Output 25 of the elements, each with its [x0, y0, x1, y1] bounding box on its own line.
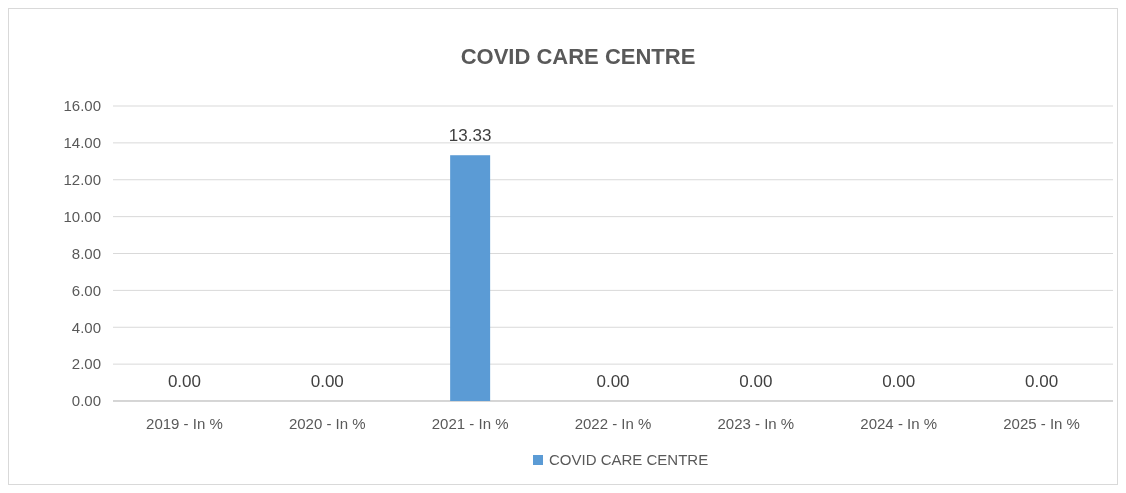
data-label: 0.00	[739, 372, 773, 391]
data-label: 0.00	[167, 372, 201, 391]
y-tick-label: 12.00	[63, 171, 101, 188]
y-tick-label: 14.00	[63, 134, 101, 152]
y-tick-label: 4.00	[71, 318, 101, 336]
x-tick-label: 2024 - In %	[860, 415, 938, 432]
y-tick-label: 2.00	[71, 355, 101, 373]
x-tick-label: 2019 - In %	[146, 415, 223, 432]
y-tick-label: 0.00	[71, 392, 101, 410]
chart-title: COVID CARE CENTRE	[460, 44, 696, 69]
x-tick-label: 2020 - In %	[288, 415, 366, 432]
y-tick-label: 16.00	[63, 97, 101, 115]
y-tick-label: 10.00	[63, 207, 101, 225]
x-tick-label: 2023 - In %	[717, 415, 795, 432]
x-tick-label: 2025 - In %	[1003, 415, 1080, 432]
data-label: 0.00	[596, 372, 630, 391]
data-label: 0.00	[882, 372, 916, 391]
legend-label: COVID CARE CENTRE	[549, 451, 709, 469]
x-tick-label: 2022 - In %	[574, 415, 652, 432]
data-label: 13.33	[448, 126, 492, 146]
y-tick-label: 8.00	[71, 244, 101, 262]
data-label: 0.00	[310, 372, 344, 391]
data-label: 0.00	[1025, 372, 1059, 391]
x-tick-label: 2021 - In %	[431, 415, 509, 432]
y-tick-label: 6.00	[71, 281, 101, 299]
